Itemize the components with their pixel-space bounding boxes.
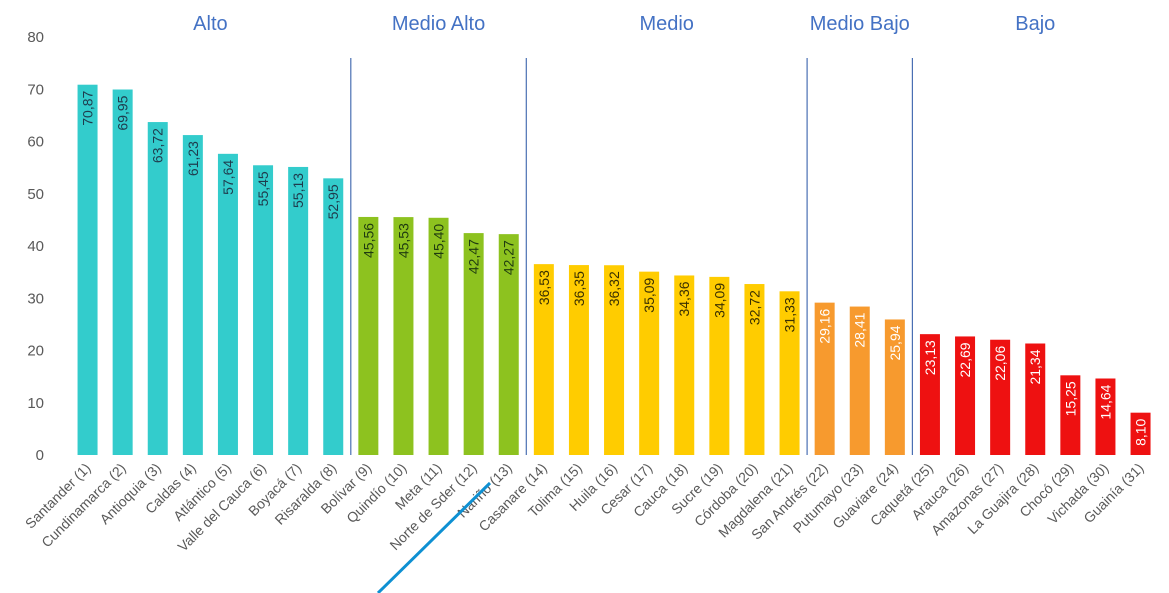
bar [182,135,203,456]
bar [1060,375,1081,455]
bar [253,165,274,455]
value-label: 14,64 [1097,384,1113,419]
group-labels: Alto Medio Alto Medio Medio Bajo Bajo [193,13,1055,35]
bar [1025,343,1046,455]
bar [463,233,484,455]
value-label: 42,27 [501,240,517,275]
value-label: 15,25 [1062,381,1078,416]
bar [990,339,1011,455]
bar [147,122,168,456]
y-tick-label: 70 [27,81,44,98]
value-label: 36,53 [536,270,552,305]
bar [217,153,238,455]
value-label: 35,09 [641,277,657,312]
y-tick-label: 10 [27,395,44,412]
bar [849,306,870,455]
value-label: 57,64 [220,160,236,195]
bar [393,217,414,455]
y-tick-label: 20 [27,343,44,360]
bar [674,275,695,455]
bar [814,302,835,455]
y-tick-label: 0 [36,447,44,464]
value-label: 8,10 [1133,418,1149,445]
value-label: 21,34 [1027,349,1043,384]
value-label: 28,41 [852,312,868,347]
bar [498,234,519,455]
bar [779,291,800,455]
bars [77,84,1151,456]
value-label: 55,13 [290,173,306,208]
value-label: 22,06 [992,346,1008,381]
value-label: 69,95 [115,95,131,130]
value-label: 45,53 [395,223,411,258]
bar [1095,378,1116,455]
bar [568,265,589,455]
value-label: 42,47 [466,239,482,274]
value-label: 25,94 [887,325,903,360]
value-label: 45,40 [431,224,447,259]
value-label: 55,45 [255,171,271,206]
bar [77,84,98,455]
value-label: 22,69 [957,342,973,377]
value-label: 52,95 [325,184,341,219]
group-label: Medio Bajo [810,13,910,35]
group-label: Medio [639,13,693,35]
value-label: 34,09 [711,283,727,318]
value-label: 23,13 [922,340,938,375]
group-label: Bajo [1015,13,1055,35]
y-tick-label: 60 [27,134,44,151]
annotation-line [376,481,492,593]
y-tick-label: 50 [27,186,44,203]
bar [604,265,625,455]
y-axis: 0 10 20 30 40 50 60 70 80 [27,29,44,464]
value-labels: 70,87 69,95 63,72 61,23 57,64 55,45 55,13 52,95… [80,91,1149,446]
bar [428,217,449,455]
value-label: 29,16 [817,308,833,343]
value-label: 61,23 [185,141,201,176]
value-label: 45,56 [360,223,376,258]
bar [358,216,379,455]
value-label: 36,35 [571,271,587,306]
bar [639,271,660,455]
bar [288,166,309,456]
bar [112,89,133,455]
bar [744,284,765,455]
category-labels: Santander (1)Cundinamarca (2)Antioquia (… [22,460,1147,555]
value-label: 70,87 [80,91,96,126]
bar [533,264,554,455]
value-label: 36,32 [606,271,622,306]
y-tick-label: 30 [27,290,44,307]
group-separators [350,58,914,455]
y-tick-label: 80 [27,29,44,46]
bar [955,336,976,455]
value-label: 34,36 [676,281,692,316]
annotation [376,481,492,593]
group-label: Medio Alto [392,13,485,35]
value-label: 31,33 [782,297,798,332]
group-label: Alto [193,13,227,35]
bar [919,334,940,455]
value-label: 32,72 [746,290,762,325]
bar [323,178,344,455]
value-label: 63,72 [150,128,166,163]
bar [884,319,905,455]
bar [709,276,730,455]
y-tick-label: 40 [27,238,44,255]
bar [1130,412,1151,455]
